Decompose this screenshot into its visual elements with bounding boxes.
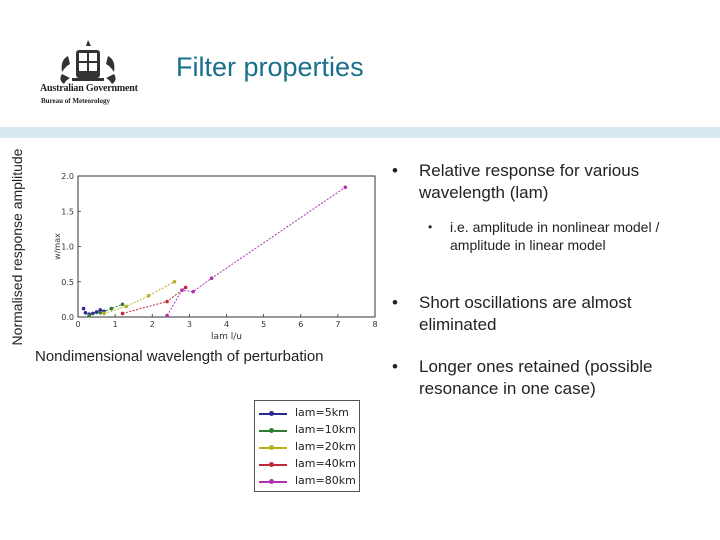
x-tick-label: 1 xyxy=(113,320,118,329)
x-tick-label: 6 xyxy=(298,320,303,329)
legend-label: lam=40km xyxy=(295,457,356,470)
bullet-dot-icon: • xyxy=(428,220,433,234)
data-point-lam=40km xyxy=(165,299,169,304)
data-point-lam=10km xyxy=(120,302,125,307)
bullet-text: Relative response for various wavelength… xyxy=(419,161,640,202)
outer-x-axis-label: Nondimensional wavelength of perturbatio… xyxy=(35,348,324,365)
x-tick-label: 7 xyxy=(335,320,340,329)
y-axis-label: w/max xyxy=(53,233,62,260)
legend-marker xyxy=(269,479,274,484)
data-point-lam=5km xyxy=(83,310,88,315)
data-point-lam=80km xyxy=(343,185,348,190)
data-point-lam=80km xyxy=(165,313,169,318)
data-point-lam=20km xyxy=(172,279,177,284)
chart-legend: lam=5km lam=10km lam=20km lam=40km lam=80km xyxy=(254,400,360,492)
data-point-lam=40km xyxy=(120,311,125,316)
x-axis-label: lam l/u xyxy=(211,332,242,342)
data-point-lam=40km xyxy=(183,285,188,290)
bullet-item: • i.e. amplitude in nonlinear model / amp… xyxy=(428,218,688,254)
header-band xyxy=(0,127,720,138)
data-point-lam=5km xyxy=(98,308,103,312)
bullet-text: Longer ones retained (possible resonance… xyxy=(419,357,653,398)
y-tick-label: 2.0 xyxy=(61,172,74,181)
legend-label: lam=80km xyxy=(295,474,356,487)
series-line-lam=80km xyxy=(166,186,346,316)
legend-entry: lam=5km xyxy=(259,405,359,421)
legend-label: lam=5km xyxy=(295,406,349,419)
data-point-lam=20km xyxy=(102,311,106,316)
legend-marker xyxy=(269,411,274,416)
legend-entry: lam=40km xyxy=(259,456,359,472)
y-tick-label: 0.0 xyxy=(61,313,74,322)
data-point-lam=10km xyxy=(87,313,91,318)
x-tick-label: 2 xyxy=(150,320,155,329)
y-tick-label: 0.5 xyxy=(61,278,74,287)
coat-of-arms-icon xyxy=(60,40,116,84)
logo-text-line2: Bureau of Meteorology xyxy=(41,97,110,105)
legend-entry: lam=80km xyxy=(259,473,359,489)
legend-entry: lam=10km xyxy=(259,422,359,438)
data-point-lam=80km xyxy=(180,288,184,293)
outer-y-axis-label: Normalised response amplitude xyxy=(9,148,25,346)
legend-entry: lam=20km xyxy=(259,439,359,455)
y-tick-label: 1.0 xyxy=(61,243,74,252)
bullet-text: Short oscillations are almost eliminated xyxy=(419,293,632,334)
bullet-dot-icon: • xyxy=(392,293,398,312)
data-point-lam=20km xyxy=(146,294,151,298)
x-tick-label: 8 xyxy=(372,320,377,329)
data-point-lam=10km xyxy=(109,306,114,311)
series-line-lam=10km xyxy=(89,303,123,317)
plot-frame xyxy=(77,175,376,318)
data-point-lam=20km xyxy=(124,304,129,309)
bullet-text: i.e. amplitude in nonlinear model / ampl… xyxy=(450,219,660,253)
x-tick-label: 4 xyxy=(224,320,229,329)
legend-marker xyxy=(269,462,274,467)
data-point-lam=80km xyxy=(209,276,214,281)
legend-marker xyxy=(269,428,274,433)
bullet-dot-icon: • xyxy=(392,357,398,376)
bullet-item: • Short oscillations are almost eliminate… xyxy=(392,292,692,336)
data-point-lam=10km xyxy=(98,310,103,315)
response-chart: 0 1 2 3 4 5 6 7 8 0.0 0.5 1.0 1.5 2.0 lam l/u w/max xyxy=(53,172,378,342)
legend-label: lam=20km xyxy=(295,440,356,453)
x-tick-label: 3 xyxy=(187,320,192,329)
y-tick-label: 1.5 xyxy=(61,207,74,216)
logo-text-line1: Australian Government xyxy=(40,83,138,94)
data-point-lam=5km xyxy=(94,310,99,314)
data-point-lam=80km xyxy=(191,289,195,294)
bullet-item: • Longer ones retained (possible resonanc… xyxy=(392,356,692,400)
slide-title: Filter properties xyxy=(176,52,364,82)
data-point-lam=5km xyxy=(81,306,86,311)
x-tick-label: 0 xyxy=(75,320,80,329)
legend-label: lam=10km xyxy=(295,423,356,436)
bullet-dot-icon: • xyxy=(392,161,398,180)
legend-marker xyxy=(269,445,274,450)
x-tick-label: 5 xyxy=(261,320,266,329)
series-line-lam=20km xyxy=(103,281,175,314)
bullet-item: • Relative response for various wavelengt… xyxy=(392,160,692,204)
